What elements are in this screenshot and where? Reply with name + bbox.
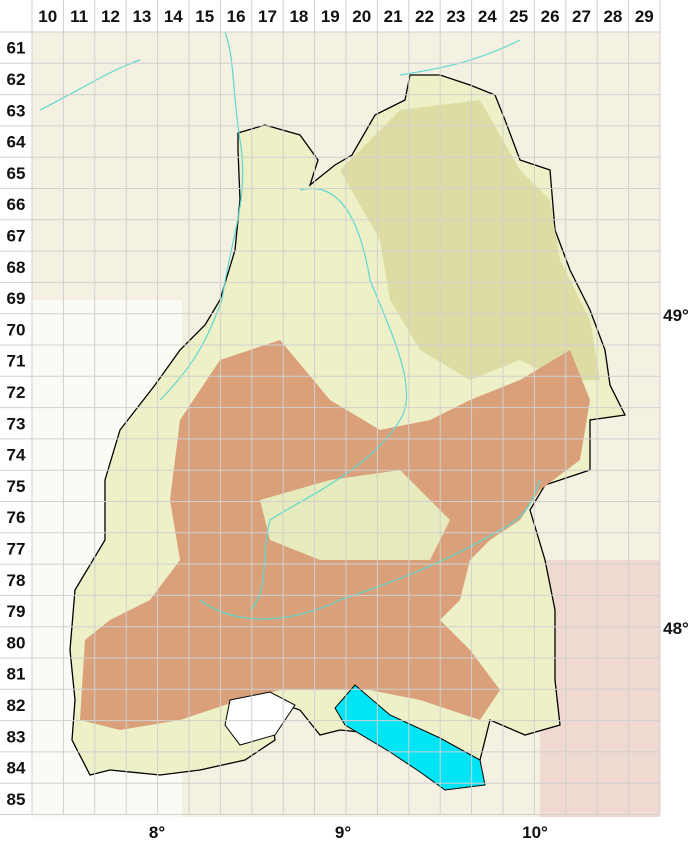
- lowland-strip: [260, 470, 450, 560]
- row-label: 63: [7, 101, 26, 120]
- row-label: 72: [7, 383, 26, 402]
- column-label: 11: [70, 7, 88, 26]
- column-label: 14: [164, 7, 183, 26]
- row-label: 66: [7, 195, 26, 214]
- longitude-label: 9°: [335, 823, 351, 842]
- row-label: 77: [7, 539, 26, 558]
- row-label: 76: [7, 508, 26, 527]
- column-label: 20: [352, 7, 371, 26]
- grid-lines: [0, 0, 661, 815]
- row-label: 80: [7, 633, 26, 652]
- column-label: 15: [195, 7, 214, 26]
- column-label: 19: [321, 7, 340, 26]
- longitude-labels: 8° 9° 10°: [149, 823, 548, 842]
- row-label: 64: [7, 133, 26, 152]
- row-label: 71: [7, 352, 26, 371]
- latitude-label: 48°: [663, 619, 689, 638]
- latitude-label: 49°: [663, 306, 689, 325]
- row-label: 70: [7, 320, 26, 339]
- longitude-label: 10°: [522, 823, 548, 842]
- longitude-label: 8°: [149, 823, 165, 842]
- row-label: 68: [7, 258, 26, 277]
- row-label: 84: [7, 759, 26, 778]
- latitude-labels: 49° 48°: [663, 306, 689, 638]
- column-label: 13: [132, 7, 151, 26]
- southeast-relief: [540, 560, 660, 817]
- river-neckar: [249, 187, 408, 611]
- row-label: 82: [7, 696, 26, 715]
- column-label: 12: [101, 7, 120, 26]
- column-label: 10: [38, 7, 57, 26]
- column-label: 24: [478, 7, 497, 26]
- row-label: 74: [7, 446, 26, 465]
- row-label: 61: [7, 39, 26, 58]
- row-label: 79: [7, 602, 26, 621]
- river-danube: [199, 479, 541, 620]
- row-labels: 61 62 63 64 65 66 67 68 69 70 71 72 73 74 75 76 77 78 79 80…: [7, 39, 26, 809]
- lake-untersee: [224, 691, 296, 746]
- row-label: 67: [7, 226, 26, 245]
- column-label: 22: [415, 7, 434, 26]
- column-label: 16: [227, 7, 246, 26]
- column-label: 18: [289, 7, 308, 26]
- column-labels: 10 11 12 13 14 15 16 17 18 19 20 21 22 23 24 25 26 27 28 29: [38, 7, 654, 26]
- row-label: 62: [7, 70, 26, 89]
- row-label: 65: [7, 164, 26, 183]
- row-label: 78: [7, 571, 26, 590]
- row-label: 85: [7, 790, 26, 809]
- column-label: 17: [258, 7, 277, 26]
- row-label: 81: [7, 665, 26, 684]
- column-label: 29: [635, 7, 654, 26]
- column-label: 28: [603, 7, 622, 26]
- row-label: 75: [7, 477, 26, 496]
- column-label: 21: [384, 7, 403, 26]
- column-label: 25: [509, 7, 528, 26]
- row-label: 69: [7, 289, 26, 308]
- column-label: 26: [541, 7, 560, 26]
- column-label: 23: [446, 7, 465, 26]
- hill-region: [340, 100, 600, 380]
- column-label: 27: [572, 7, 591, 26]
- lake-constance: [334, 684, 486, 791]
- row-label: 73: [7, 414, 26, 433]
- row-label: 83: [7, 727, 26, 746]
